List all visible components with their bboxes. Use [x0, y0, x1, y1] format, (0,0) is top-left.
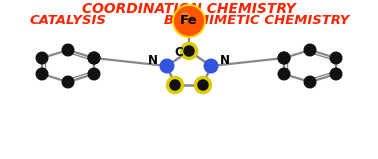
Circle shape: [36, 68, 48, 80]
Circle shape: [203, 59, 218, 73]
Text: BIO-MIMETIC CHEMISTRY: BIO-MIMETIC CHEMISTRY: [164, 14, 349, 28]
Text: N: N: [220, 55, 230, 68]
Circle shape: [180, 12, 190, 22]
Circle shape: [36, 52, 48, 65]
Text: COORDINATION CHEMISTRY: COORDINATION CHEMISTRY: [82, 2, 296, 16]
Circle shape: [304, 76, 316, 89]
Circle shape: [195, 77, 211, 93]
Text: CATALYSIS: CATALYSIS: [30, 14, 107, 28]
Circle shape: [160, 59, 175, 73]
Circle shape: [87, 52, 101, 65]
Circle shape: [62, 44, 74, 56]
Circle shape: [174, 6, 204, 36]
Circle shape: [277, 52, 291, 65]
Circle shape: [167, 77, 183, 93]
Text: C: C: [175, 45, 183, 59]
Circle shape: [330, 52, 342, 65]
Circle shape: [87, 52, 101, 65]
Circle shape: [277, 68, 291, 80]
Circle shape: [181, 44, 197, 59]
Circle shape: [304, 44, 316, 56]
Circle shape: [172, 4, 206, 38]
Circle shape: [330, 68, 342, 80]
Text: Fe: Fe: [180, 14, 198, 28]
Circle shape: [277, 52, 291, 65]
Circle shape: [62, 76, 74, 89]
Circle shape: [87, 68, 101, 80]
Text: N: N: [148, 55, 158, 68]
